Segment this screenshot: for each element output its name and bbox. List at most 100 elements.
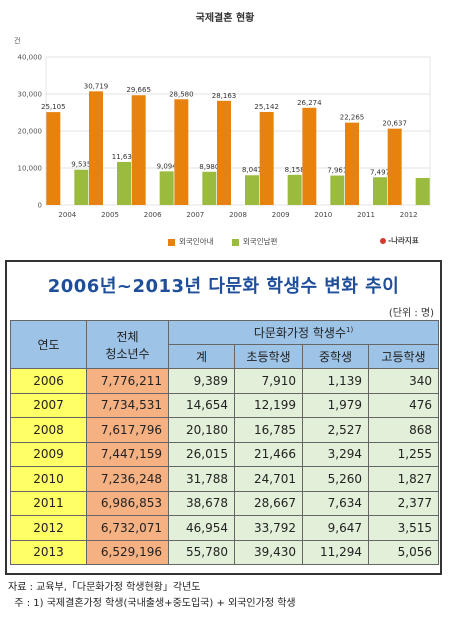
bar-value-label: 7,497 (370, 168, 390, 176)
cell-sum: 46,954 (168, 515, 235, 541)
cell-middle: 2,527 (302, 417, 369, 443)
bar-wife (217, 100, 231, 205)
header-total-line1: 전체 (116, 329, 139, 344)
bar-value-label: 8,158 (285, 166, 305, 174)
bar-wife (46, 112, 61, 205)
cell-middle: 1,979 (302, 392, 369, 418)
header-group: 다문화가정 학생수1) (167, 320, 440, 345)
cell-total: 7,776,211 (86, 368, 169, 394)
y-tick-label: 0 (38, 202, 42, 210)
bar-wife (387, 128, 402, 205)
bar-value-label: 30,719 (84, 82, 109, 90)
table-row: 2006 7,776,211 9,389 7,910 1,139 340 (10, 368, 440, 394)
x-tick-label: 2011 (357, 211, 375, 219)
cell-sum: 38,678 (168, 490, 235, 516)
table-unit: (단위 : 명) (388, 308, 434, 319)
cell-sum: 20,180 (168, 417, 235, 443)
cell-elementary: 24,701 (234, 466, 303, 492)
bar-value-label: 26,274 (297, 99, 322, 107)
table-row: 2011 6,986,853 38,678 28,667 7,634 2,377 (10, 490, 440, 516)
bar-value-label: 11,637 (112, 153, 137, 161)
legend-item-husband: 외국인남편 (231, 236, 278, 247)
bar-husband (415, 177, 430, 205)
cell-middle: 7,634 (302, 490, 369, 516)
legend-label-wife: 외국인아내 (179, 237, 214, 246)
cell-elementary: 33,792 (234, 515, 303, 541)
bar-wife (259, 111, 274, 205)
x-tick-label: 2010 (314, 211, 332, 219)
cell-sum: 55,780 (168, 539, 235, 565)
cell-elementary: 21,466 (234, 441, 303, 467)
cell-year: 2006 (10, 368, 87, 394)
y-tick-label: 10,000 (18, 165, 43, 173)
bar-value-label: 22,265 (340, 114, 365, 122)
header-year: 연도 (10, 320, 87, 369)
chart-legend: 외국인아내 외국인남편 (168, 236, 293, 247)
footnote: 주 : 1) 국제결혼가정 학생(국내출생+중도입국) + 외국인가정 학생 (8, 598, 296, 609)
cell-elementary: 7,910 (234, 368, 303, 394)
x-tick-label: 2004 (58, 211, 76, 219)
bar-value-label: 9,535 (71, 161, 91, 169)
bar-wife (174, 99, 189, 205)
bar-wife (89, 91, 103, 205)
bar-husband (287, 174, 302, 205)
cell-year: 2007 (10, 392, 87, 418)
legend-swatch-husband (231, 238, 239, 246)
cell-elementary: 39,430 (234, 539, 303, 565)
cell-total: 7,734,531 (86, 392, 169, 418)
bar-value-label: 7,961 (327, 167, 347, 175)
legend-swatch-wife (168, 238, 175, 246)
chart-y-unit: 건 (14, 37, 21, 45)
cell-total: 6,529,196 (86, 539, 169, 565)
x-tick-label: 2009 (272, 211, 290, 219)
cell-year: 2011 (10, 490, 87, 516)
brand-text: -나라지표 (388, 236, 419, 245)
header-elementary: 초등학생 (234, 344, 303, 369)
header-total: 전체 청소년수 (86, 320, 169, 369)
y-tick-label: 30,000 (18, 91, 43, 99)
cell-total: 6,732,071 (86, 515, 169, 541)
x-tick-label: 2007 (186, 211, 204, 219)
cell-middle: 1,139 (302, 368, 369, 394)
cell-year: 2010 (10, 466, 87, 492)
cell-high: 3,515 (367, 515, 440, 541)
bar-husband (202, 171, 217, 205)
header-group-label: 다문화가정 학생수 (253, 326, 346, 340)
bar-value-label: 29,665 (126, 86, 151, 94)
cell-year: 2009 (10, 441, 87, 467)
table-row: 2008 7,617,796 20,180 16,785 2,527 868 (10, 417, 440, 443)
table-body: 2006 7,776,211 9,389 7,910 1,139 340 2007 7,734… (10, 368, 440, 565)
legend-label-husband: 외국인남편 (242, 237, 278, 246)
cell-year: 2008 (10, 417, 87, 443)
bar-wife (345, 122, 359, 205)
cell-high: 340 (367, 368, 440, 394)
bar-husband (373, 177, 387, 205)
x-tick-label: 2005 (101, 211, 119, 219)
bar-value-label: 25,142 (254, 103, 279, 111)
header-middle: 중학생 (302, 344, 369, 369)
cell-total: 7,447,159 (86, 441, 169, 467)
table-row: 2009 7,447,159 26,015 21,466 3,294 1,255 (10, 441, 440, 467)
cell-total: 6,986,853 (86, 490, 169, 516)
marriage-bar-chart: 0 10,000 20,000 30,000 40,000 25,105 9,535 2004… (18, 54, 431, 219)
header-high: 고등학생 (367, 344, 440, 369)
students-table-panel: 2006년~2013년 다문화 학생수 변화 추이 (단위 : 명) 연도 전체… (5, 260, 442, 575)
bar-husband (330, 175, 345, 205)
bar-value-label: 9,094 (157, 162, 178, 170)
chart-title: 국제결혼 현황 (195, 13, 255, 24)
source-note: 자료 : 교육부,「다문화가정 학생현황」각년도 (8, 582, 201, 593)
cell-middle: 11,294 (302, 539, 369, 565)
cell-high: 868 (367, 417, 440, 443)
bar-husband (117, 161, 131, 205)
bar-husband (159, 171, 174, 205)
cell-elementary: 16,785 (234, 417, 303, 443)
students-table: 연도 전체 청소년수 다문화가정 학생수1) 계 초등학생 중학생 고등학생 2… (10, 320, 440, 565)
table-row: 2013 6,529,196 55,780 39,430 11,294 5,056 (10, 539, 440, 565)
bar-value-label: 28,580 (169, 90, 194, 98)
bar-value-label: 8,041 (242, 166, 262, 174)
x-tick-label: 2006 (144, 211, 162, 219)
marriage-chart-panel: 국제결혼 현황 건 0 10,000 20,000 30,000 40,000 25,10… (0, 0, 450, 255)
cell-sum: 31,788 (168, 466, 235, 492)
cell-total: 7,236,248 (86, 466, 169, 492)
cell-high: 2,377 (367, 490, 440, 516)
